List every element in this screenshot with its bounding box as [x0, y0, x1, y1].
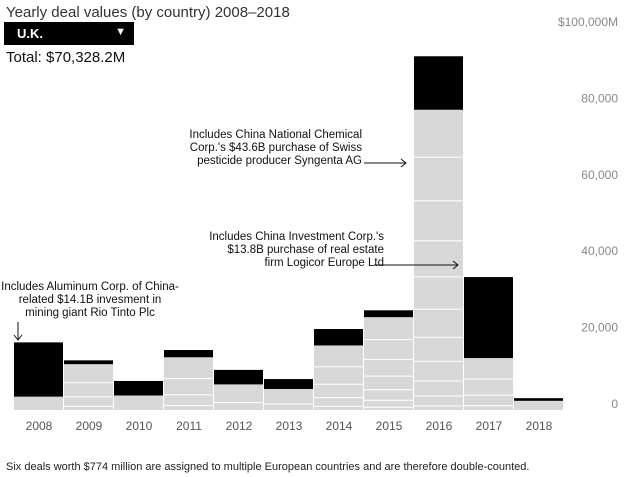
annotation-text: firm Logicor Europe Ltd [264, 257, 384, 269]
bar-segment-other-2016 [414, 109, 463, 411]
x-tick-label-2016: 2016 [426, 419, 453, 433]
x-tick-label-2018: 2018 [526, 419, 553, 433]
annotation-arrowhead [400, 158, 407, 168]
annotation-text: related $14.1B invesment in [19, 294, 162, 306]
chevron-down-icon[interactable]: ▼ [115, 26, 126, 38]
total-value: Total: $70,328.2M [6, 49, 126, 66]
y-tick-label: $100,000M [558, 15, 618, 29]
bar-segment-other-2012 [214, 384, 263, 410]
annotation-text: Includes China National Chemical [189, 129, 362, 141]
bar-segment-highlight-2016 [414, 56, 463, 110]
x-tick-label-2009: 2009 [76, 419, 103, 433]
bar-segment-other-2018 [514, 400, 563, 410]
bar-segment-highlight-2008 [14, 342, 63, 397]
bar-segment-other-2010 [114, 395, 163, 410]
bar-segment-highlight-2014 [314, 329, 363, 346]
annotation-text: Includes Aluminum Corp. of China- [1, 281, 179, 293]
annotation-arrowhead [13, 334, 23, 341]
country-dropdown-value: U.K. [17, 26, 43, 41]
x-tick-label-2010: 2010 [126, 419, 153, 433]
bar-segment-other-2011 [164, 357, 213, 410]
bar-segment-other-2014 [314, 345, 363, 410]
y-tick-label: 20,000 [581, 321, 618, 335]
y-tick-label: 80,000 [581, 91, 618, 105]
footnote: Six deals worth $774 million are assigne… [6, 461, 530, 473]
x-tick-label-2008: 2008 [26, 419, 53, 433]
y-tick-label: 0 [611, 397, 618, 411]
country-dropdown[interactable]: U.K. ▼ [4, 22, 134, 45]
bar-segment-other-2017 [464, 358, 513, 410]
bar-segment-highlight-2009 [64, 360, 113, 365]
x-tick-label-2011: 2011 [176, 419, 202, 433]
annotation-text: $13.8B purchase of real estate [227, 244, 384, 256]
annotation-text: Includes China Investment Corp.'s [209, 231, 384, 243]
annotation-text: pesticide producer Syngenta AG [197, 155, 362, 167]
bar-segment-highlight-2012 [214, 369, 263, 385]
bar-segment-other-2008 [14, 396, 63, 410]
chart-title: Yearly deal values (by country) 2008–201… [6, 4, 290, 21]
x-tick-label-2012: 2012 [226, 419, 253, 433]
bar-segment-highlight-2013 [264, 379, 313, 389]
bar-segment-highlight-2017 [464, 277, 513, 359]
annotation-arrowhead [452, 260, 459, 270]
y-tick-label: 60,000 [581, 168, 618, 182]
y-tick-label: 40,000 [581, 244, 618, 258]
bar-segment-highlight-2018 [514, 398, 563, 401]
annotation-text: mining giant Rio Tinto Plc [25, 307, 155, 319]
x-tick-label-2013: 2013 [276, 419, 303, 433]
bar-segment-highlight-2010 [114, 380, 163, 396]
bar-segment-other-2009 [64, 364, 113, 410]
x-tick-label-2017: 2017 [476, 419, 503, 433]
x-tick-label-2014: 2014 [326, 419, 353, 433]
annotation-text: Corp.'s $43.6B purchase of Swiss [190, 142, 362, 154]
bar-segment-other-2013 [264, 388, 313, 410]
bar-segment-highlight-2015 [364, 310, 413, 318]
bar-segment-other-2015 [364, 317, 413, 410]
x-tick-label-2015: 2015 [376, 419, 403, 433]
bar-segment-highlight-2011 [164, 350, 213, 358]
